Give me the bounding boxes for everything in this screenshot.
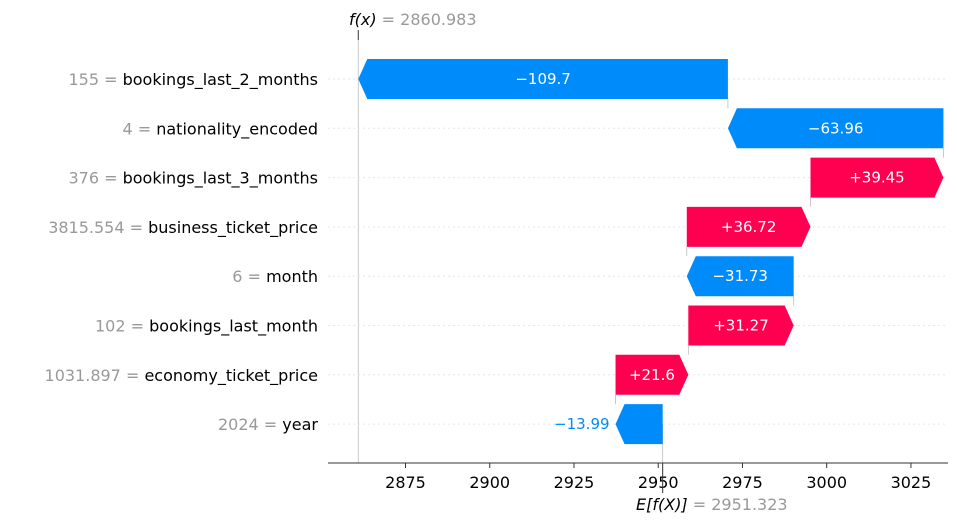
feature-label-bookings_last_3_months: 376 = bookings_last_3_months bbox=[68, 169, 318, 189]
feature-name: bookings_last_3_months bbox=[123, 169, 318, 189]
efx-value: = 2951.323 bbox=[688, 495, 788, 514]
bars: −109.7 −63.96 +39.45 +36.72 −31.73 +31.27 +21.… bbox=[358, 59, 944, 445]
x-axis: 2875 2900 2925 2950 2975 3000 3025 E[f(X)] = 29… bbox=[328, 462, 948, 514]
feature-value: 2024 = bbox=[218, 415, 282, 434]
feature-label-bookings_last_2_months: 155 = bookings_last_2_months bbox=[68, 70, 318, 90]
fx-value: = 2860.983 bbox=[377, 10, 477, 29]
x-tick-label: 2925 bbox=[554, 473, 595, 492]
feature-label-economy_ticket_price: 1031.897 = economy_ticket_price bbox=[45, 366, 318, 386]
feature-name: month bbox=[266, 267, 318, 286]
bar-label-bookings_last_3_months: +39.45 bbox=[849, 169, 905, 187]
feature-value: 4 = bbox=[122, 119, 156, 138]
bar-label-bookings_last_month: +31.27 bbox=[713, 317, 769, 335]
bar-business_ticket_price bbox=[686, 206, 811, 247]
feature-name: year bbox=[282, 415, 318, 434]
feature-value: 3815.554 = bbox=[48, 218, 148, 237]
bar-year bbox=[615, 404, 663, 445]
feature-label-month: 6 = month bbox=[232, 267, 318, 286]
x-tick-label: 2900 bbox=[469, 473, 510, 492]
bar-month bbox=[686, 256, 794, 297]
bar-label-year: −13.99 bbox=[554, 415, 610, 433]
bar-bookings_last_3_months bbox=[810, 157, 944, 198]
feature-label-year: 2024 = year bbox=[218, 415, 318, 434]
feature-label-bookings_last_month: 102 = bookings_last_month bbox=[95, 317, 318, 337]
fx-label: f(x) = 2860.983 bbox=[349, 10, 477, 29]
bar-bookings_last_2_months bbox=[358, 59, 728, 99]
bar-label-bookings_last_2_months: −109.7 bbox=[515, 70, 571, 88]
bar-bookings_last_month bbox=[688, 305, 794, 346]
x-tick-label: 3025 bbox=[891, 473, 932, 492]
x-tick-label: 2950 bbox=[638, 473, 679, 492]
feature-name: bookings_last_2_months bbox=[123, 70, 318, 90]
feature-name: economy_ticket_price bbox=[144, 366, 318, 386]
efx-name: E[f(X)] bbox=[636, 495, 688, 514]
fx-name: f(x) bbox=[349, 10, 377, 29]
bar-economy_ticket_price bbox=[615, 354, 689, 395]
feature-name: bookings_last_month bbox=[149, 317, 318, 337]
x-tick-label: 2875 bbox=[385, 473, 426, 492]
feature-label-business_ticket_price: 3815.554 = business_ticket_price bbox=[48, 218, 318, 238]
bar-label-economy_ticket_price: +21.6 bbox=[629, 366, 675, 384]
feature-labels: 155 = bookings_last_2_months 4 = national… bbox=[45, 70, 319, 434]
fx-annotation: f(x) = 2860.983 bbox=[349, 10, 477, 40]
feature-value: 376 = bbox=[68, 169, 122, 188]
feature-value: 102 = bbox=[95, 317, 149, 336]
bar-nationality_encoded bbox=[727, 108, 944, 149]
feature-value: 6 = bbox=[232, 267, 266, 286]
efx-label: E[f(X)] = 2951.323 bbox=[636, 495, 788, 514]
x-tick-label: 2975 bbox=[722, 473, 763, 492]
feature-name: business_ticket_price bbox=[148, 218, 318, 238]
grid-lines bbox=[328, 40, 948, 463]
bar-label-business_ticket_price: +36.72 bbox=[721, 218, 777, 236]
feature-value: 155 = bbox=[68, 70, 122, 89]
bar-label-nationality_encoded: −63.96 bbox=[808, 119, 864, 137]
feature-value: 1031.897 = bbox=[45, 366, 145, 385]
x-tick-label: 3000 bbox=[806, 473, 847, 492]
feature-name: nationality_encoded bbox=[156, 119, 318, 139]
bar-label-month: −31.73 bbox=[712, 267, 768, 285]
feature-label-nationality_encoded: 4 = nationality_encoded bbox=[122, 119, 318, 139]
